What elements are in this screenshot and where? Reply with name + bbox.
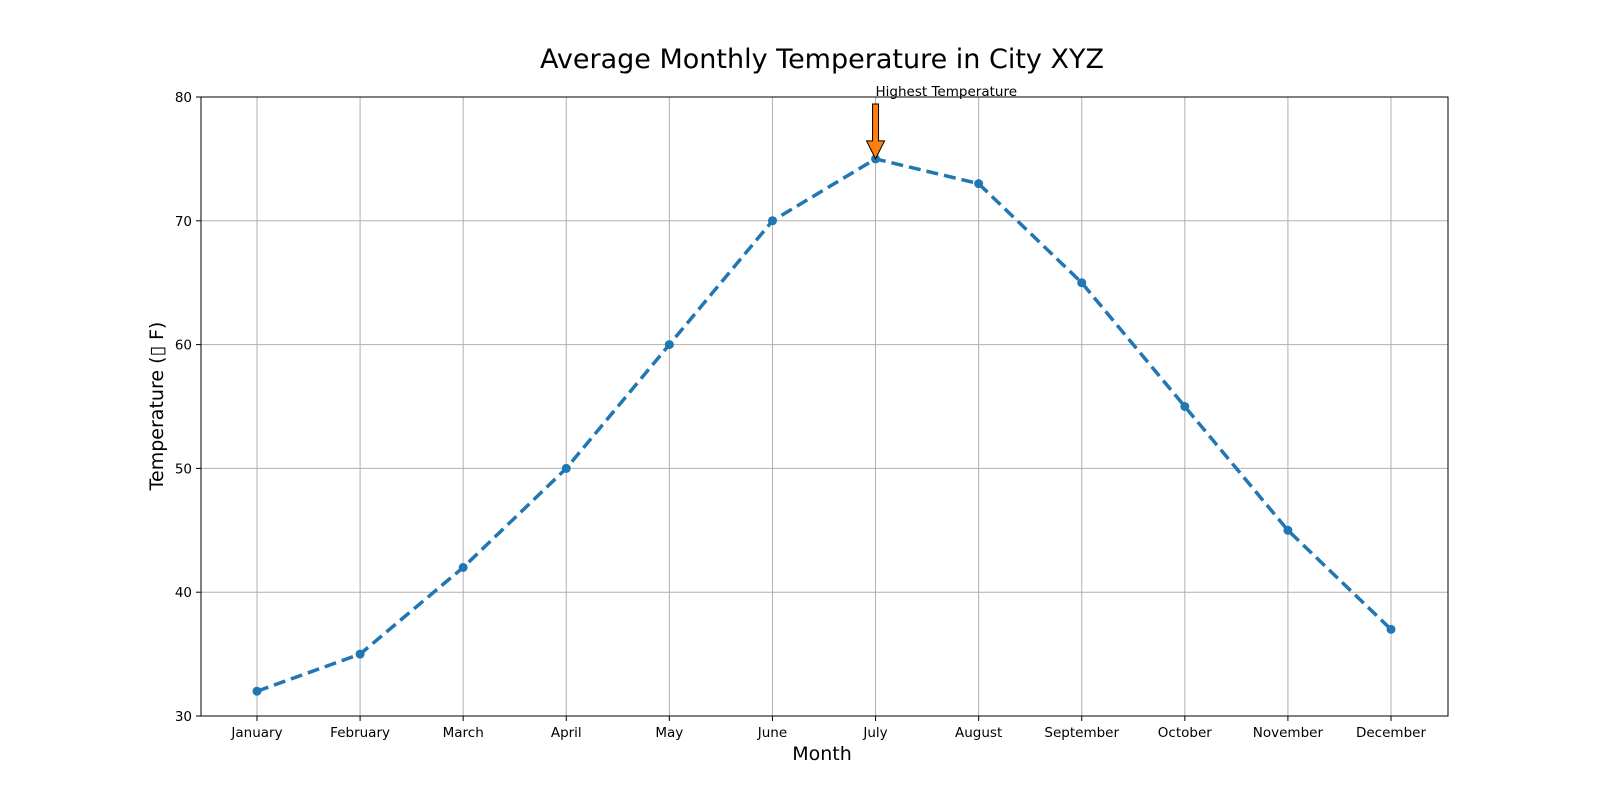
x-tick-label: October [1158, 725, 1212, 741]
y-tick-label: 50 [175, 461, 192, 477]
annotation-group: Highest Temperature [865, 84, 1017, 161]
series-point [767, 216, 777, 226]
series-point [1386, 624, 1396, 634]
x-tick-label: July [862, 725, 887, 741]
series-point [1180, 402, 1190, 411]
x-tick-label: April [551, 725, 582, 741]
x-tick-label: February [330, 725, 390, 741]
x-tick-label: January [230, 725, 282, 741]
y-tick-label: 60 [175, 338, 192, 354]
annotation-arrow [865, 103, 886, 161]
y-tick-label: 80 [175, 90, 192, 106]
plot-area: January February March April May June July Augu… [175, 84, 1449, 741]
annotation-label: Highest Temperature [876, 84, 1017, 100]
series-point [664, 340, 674, 350]
y-tick-label: 70 [175, 214, 192, 230]
series-point [561, 463, 571, 473]
plot-frame [200, 96, 1449, 717]
series-point [1077, 278, 1087, 288]
x-tick-label: March [443, 725, 484, 741]
series-line [256, 157, 1393, 693]
series-point [1283, 525, 1293, 535]
x-tick-label: November [1253, 725, 1324, 741]
series-point [252, 686, 262, 696]
y-tick-label: 40 [175, 585, 192, 601]
x-tick-label: June [757, 725, 787, 741]
x-axis-label: Month [792, 743, 852, 765]
x-tick-label: May [655, 725, 683, 741]
y-tick-label: 30 [175, 709, 192, 725]
series-point [355, 649, 365, 659]
x-tick-label: September [1044, 725, 1119, 741]
y-axis-label: Temperature (▯ F) [146, 322, 168, 492]
series-point [974, 179, 984, 189]
x-tick-label: December [1356, 725, 1426, 741]
x-tick-label: August [955, 725, 1002, 741]
series-point [458, 562, 468, 572]
axis-ticks: January February March April May June July Augu… [175, 90, 1427, 741]
chart-title: Average Monthly Temperature in City XYZ [540, 44, 1104, 75]
